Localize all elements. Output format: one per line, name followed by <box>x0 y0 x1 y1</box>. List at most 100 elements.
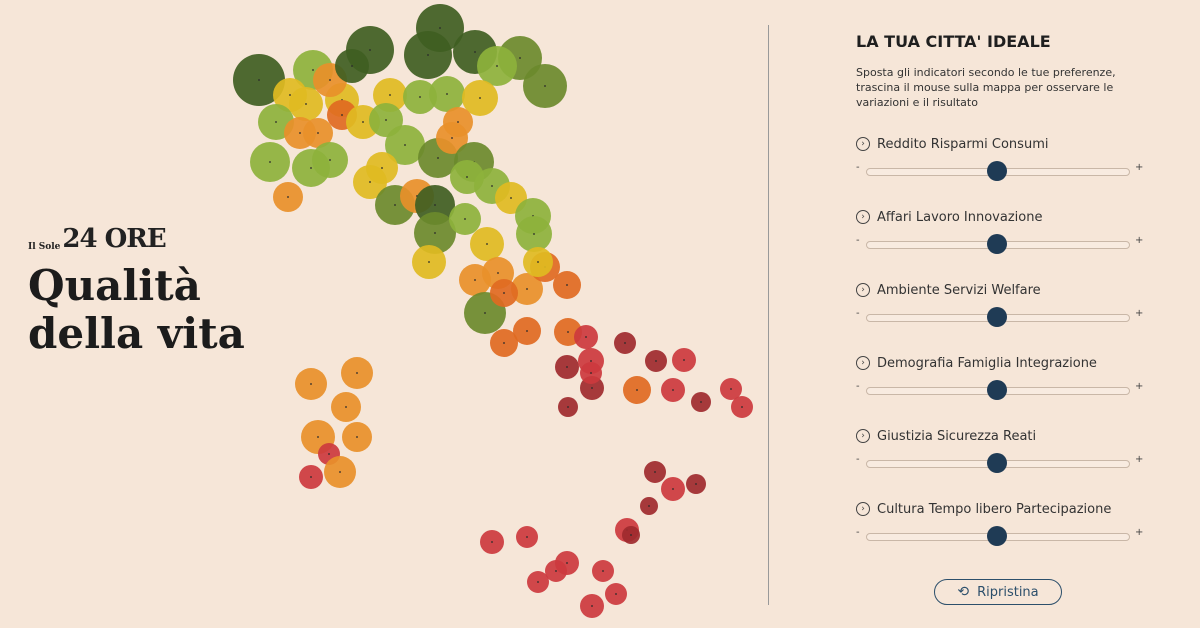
province-center-dot <box>654 471 656 473</box>
province-center-dot <box>591 605 593 607</box>
province-center-dot <box>305 103 307 105</box>
slider-label[interactable]: › Affari Lavoro Innovazione <box>856 207 1156 227</box>
slider-block: › Reddito Risparmi Consumi - + <box>856 134 1156 207</box>
slider-thumb[interactable] <box>987 161 1007 181</box>
province-center-dot <box>730 388 732 390</box>
province-center-dot <box>700 401 702 403</box>
province-center-dot <box>526 330 528 332</box>
panel-description: Sposta gli indicatori secondo le tue pre… <box>856 66 1116 109</box>
province-center-dot <box>310 383 312 385</box>
province-center-dot <box>328 453 330 455</box>
slider-row: - + <box>856 380 1144 400</box>
province-center-dot <box>590 360 592 362</box>
province-center-dot <box>341 114 343 116</box>
province-center-dot <box>510 197 512 199</box>
province-center-dot <box>683 359 685 361</box>
masthead-big: 24 ORE <box>62 224 166 254</box>
chevron-right-circle-icon[interactable]: › <box>856 502 870 516</box>
province-center-dot <box>385 119 387 121</box>
slider-minus: - <box>856 381 860 392</box>
province-center-dot <box>317 436 319 438</box>
reset-label: Ripristina <box>977 584 1039 600</box>
slider-label-text: Giustizia Sicurezza Reati <box>877 428 1037 444</box>
province-center-dot <box>369 181 371 183</box>
preferences-panel: LA TUA CITTA' IDEALE Sposta gli indicato… <box>856 32 1156 572</box>
title-line-2: della vita <box>28 309 245 358</box>
province-center-dot <box>451 137 453 139</box>
province-center-dot <box>567 406 569 408</box>
slider-list: › Reddito Risparmi Consumi - + › Affari Lavor… <box>856 134 1156 572</box>
masthead-small: Il Sole <box>28 242 61 252</box>
slider-thumb[interactable] <box>987 526 1007 546</box>
province-center-dot <box>648 505 650 507</box>
province-center-dot <box>590 372 592 374</box>
slider-block: › Cultura Tempo libero Partecipazione - + <box>856 499 1156 572</box>
province-center-dot <box>519 57 521 59</box>
slider-plus: + <box>1135 381 1144 392</box>
province-center-dot <box>566 562 568 564</box>
province-center-dot <box>369 49 371 51</box>
province-center-dot <box>672 389 674 391</box>
province-center-dot <box>484 312 486 314</box>
slider-thumb[interactable] <box>987 453 1007 473</box>
slider-plus: + <box>1135 454 1144 465</box>
province-center-dot <box>503 342 505 344</box>
province-center-dot <box>486 243 488 245</box>
province-center-dot <box>356 372 358 374</box>
province-center-dot <box>362 121 364 123</box>
reset-button[interactable]: ⟲ Ripristina <box>934 579 1062 605</box>
slider-thumb[interactable] <box>987 307 1007 327</box>
slider-thumb[interactable] <box>987 234 1007 254</box>
province-center-dot <box>299 132 301 134</box>
slider-label[interactable]: › Demografia Famiglia Integrazione <box>856 353 1156 373</box>
chevron-right-circle-icon[interactable]: › <box>856 283 870 297</box>
chevron-right-circle-icon[interactable]: › <box>856 137 870 151</box>
province-center-dot <box>491 541 493 543</box>
masthead-logo: Il Sole 24 ORE <box>28 226 245 252</box>
slider-row: - + <box>856 526 1144 546</box>
slider-label-text: Ambiente Servizi Welfare <box>877 282 1041 298</box>
slider-plus: + <box>1135 308 1144 319</box>
province-center-dot <box>591 387 593 389</box>
province-center-dot <box>434 204 436 206</box>
province-center-dot <box>526 288 528 290</box>
province-center-dot <box>537 581 539 583</box>
slider-thumb[interactable] <box>987 380 1007 400</box>
province-center-dot <box>466 176 468 178</box>
slider-row: - + <box>856 234 1143 254</box>
province-center-dot <box>555 570 557 572</box>
slider-plus: + <box>1135 527 1144 538</box>
slider-label[interactable]: › Giustizia Sicurezza Reati <box>856 426 1156 446</box>
province-center-dot <box>356 436 358 438</box>
province-center-dot <box>741 406 743 408</box>
slider-minus: - <box>856 235 860 246</box>
province-center-dot <box>275 121 277 123</box>
province-center-dot <box>428 261 430 263</box>
province-center-dot <box>566 366 568 368</box>
slider-label[interactable]: › Ambiente Servizi Welfare <box>856 280 1156 300</box>
chevron-right-circle-icon[interactable]: › <box>856 429 870 443</box>
province-center-dot <box>312 69 314 71</box>
slider-minus: - <box>856 308 860 319</box>
province-center-dot <box>503 292 505 294</box>
province-center-dot <box>317 132 319 134</box>
title-line-1: Qualità <box>28 261 201 310</box>
slider-block: › Demografia Famiglia Integrazione - + <box>856 353 1156 426</box>
province-center-dot <box>329 159 331 161</box>
province-center-dot <box>695 483 697 485</box>
province-center-dot <box>624 342 626 344</box>
province-center-dot <box>394 204 396 206</box>
italy-bubble-map[interactable] <box>0 0 768 628</box>
slider-block: › Giustizia Sicurezza Reati - + <box>856 426 1156 499</box>
slider-label-text: Demografia Famiglia Integrazione <box>877 355 1097 371</box>
province-center-dot <box>496 65 498 67</box>
province-center-dot <box>479 97 481 99</box>
chevron-right-circle-icon[interactable]: › <box>856 356 870 370</box>
chevron-right-circle-icon[interactable]: › <box>856 210 870 224</box>
slider-label[interactable]: › Reddito Risparmi Consumi <box>856 134 1156 154</box>
slider-row: - + <box>856 453 1144 473</box>
province-center-dot <box>672 488 674 490</box>
slider-label[interactable]: › Cultura Tempo libero Partecipazione <box>856 499 1156 519</box>
province-center-dot <box>339 471 341 473</box>
slider-minus: - <box>856 162 860 173</box>
